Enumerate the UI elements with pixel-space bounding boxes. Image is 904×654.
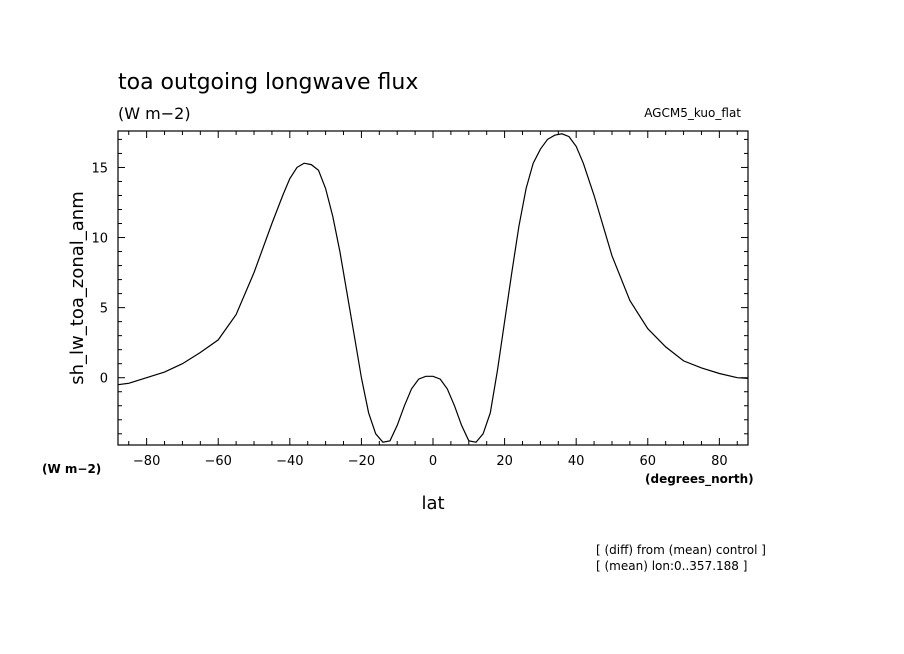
y-axis-units: (W m−2) [42, 462, 101, 476]
x-axis-units: (degrees_north) [645, 472, 754, 487]
y-axis-label: sh_lw_toa_zonal_anm [67, 191, 88, 384]
y-axis: 0 5 10 15 [91, 138, 748, 435]
experiment-label: AGCM5_kuo_flat [644, 106, 741, 120]
x-axis: −80 −60 −40 −20 0 20 40 60 80 [128, 131, 738, 469]
x-tick-label: −60 [205, 454, 232, 469]
x-tick-label: −20 [348, 454, 375, 469]
plot-frame [117, 130, 749, 446]
x-axis-label: lat [421, 493, 444, 514]
chart-subtitle: (W m−2) [118, 104, 191, 123]
x-tick-label: 60 [639, 454, 656, 469]
x-tick-label: 80 [711, 454, 728, 469]
x-tick-label: −80 [133, 454, 160, 469]
series-line [117, 133, 749, 443]
note-mean: [ (mean) lon:0..357.188 ] [596, 559, 747, 573]
y-tick-label: 15 [91, 161, 108, 176]
y-tick-label: 0 [100, 372, 108, 387]
x-tick-label: 0 [429, 454, 437, 469]
chart-title: toa outgoing longwave flux [118, 70, 418, 95]
x-tick-label: 40 [568, 454, 585, 469]
x-tick-label: −40 [276, 454, 303, 469]
y-tick-label: 5 [100, 302, 108, 317]
y-tick-label: 10 [91, 232, 108, 247]
x-tick-label: 20 [496, 454, 513, 469]
note-diff: [ (diff) from (mean) control ] [596, 543, 766, 557]
